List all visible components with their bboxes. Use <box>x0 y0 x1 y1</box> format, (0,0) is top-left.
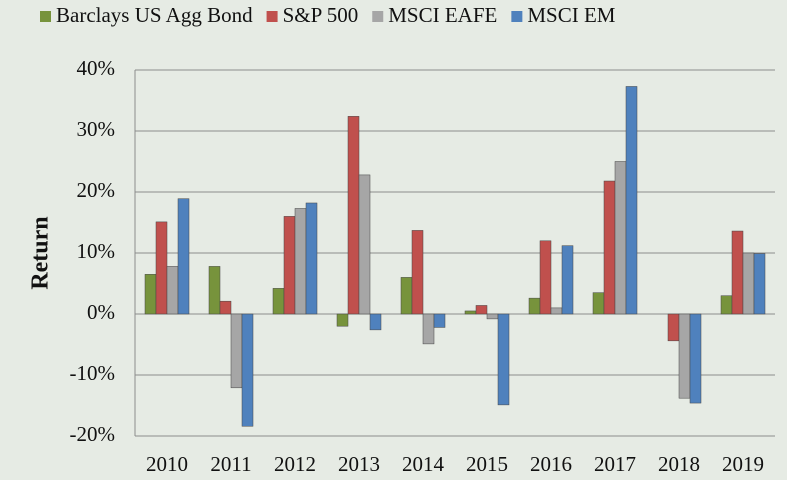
legend-marker <box>266 11 278 22</box>
bar <box>336 313 349 327</box>
bar <box>731 230 744 315</box>
x-tick-label: 2011 <box>210 452 251 476</box>
y-tick-label: -20% <box>70 422 116 446</box>
bar <box>497 313 510 406</box>
x-tick-label: 2016 <box>530 452 572 476</box>
y-tick-label: 30% <box>77 117 116 141</box>
x-tick-label: 2010 <box>146 452 188 476</box>
bar <box>475 305 488 315</box>
y-tick-label: 0% <box>87 300 115 324</box>
bar <box>753 253 766 315</box>
bar <box>272 288 285 315</box>
bar <box>347 116 360 315</box>
bar <box>230 313 243 389</box>
bar <box>283 216 296 315</box>
bar <box>464 310 477 315</box>
bar <box>144 274 157 315</box>
bar <box>689 313 702 404</box>
bar <box>614 161 627 315</box>
bar <box>208 266 221 315</box>
bar <box>592 292 605 315</box>
y-tick-label: 20% <box>77 178 116 202</box>
bar <box>166 266 179 315</box>
bar <box>241 313 254 427</box>
x-tick-label: 2014 <box>402 452 445 476</box>
x-tick-label: 2018 <box>658 452 700 476</box>
y-tick-label: -10% <box>70 361 116 385</box>
legend-marker <box>40 11 51 22</box>
y-tick-label: 10% <box>77 239 116 263</box>
x-tick-label: 2015 <box>466 452 508 476</box>
legend-label: MSCI EAFE <box>388 3 497 27</box>
x-tick-label: 2012 <box>274 452 316 476</box>
bar <box>742 252 755 315</box>
bar <box>667 313 680 342</box>
bar <box>433 313 446 328</box>
bar <box>678 313 691 399</box>
bar <box>550 307 563 315</box>
bar <box>539 240 552 315</box>
bar <box>422 313 435 345</box>
bar <box>358 174 371 315</box>
bar <box>369 313 382 331</box>
bar <box>219 300 232 315</box>
legend-marker <box>372 11 384 22</box>
bar <box>603 180 616 315</box>
bar <box>400 277 413 315</box>
bar <box>155 221 168 315</box>
legend-label: S&P 500 <box>283 3 359 27</box>
x-tick-label: 2017 <box>594 452 636 476</box>
y-tick-label: 40% <box>77 56 116 80</box>
legend-label: Barclays US Agg Bond <box>56 3 253 27</box>
bar <box>561 245 574 315</box>
bar <box>486 313 499 320</box>
bar <box>720 295 733 315</box>
bar <box>528 297 541 315</box>
bar <box>625 86 638 315</box>
legend-label: MSCI EM <box>527 3 615 27</box>
bar <box>305 202 318 315</box>
bar <box>177 198 190 315</box>
x-tick-label: 2019 <box>722 452 764 476</box>
y-axis-label: Return <box>28 216 54 289</box>
legend-marker <box>511 11 523 22</box>
x-tick-label: 2013 <box>338 452 380 476</box>
bar <box>411 230 424 315</box>
bar <box>294 208 307 315</box>
